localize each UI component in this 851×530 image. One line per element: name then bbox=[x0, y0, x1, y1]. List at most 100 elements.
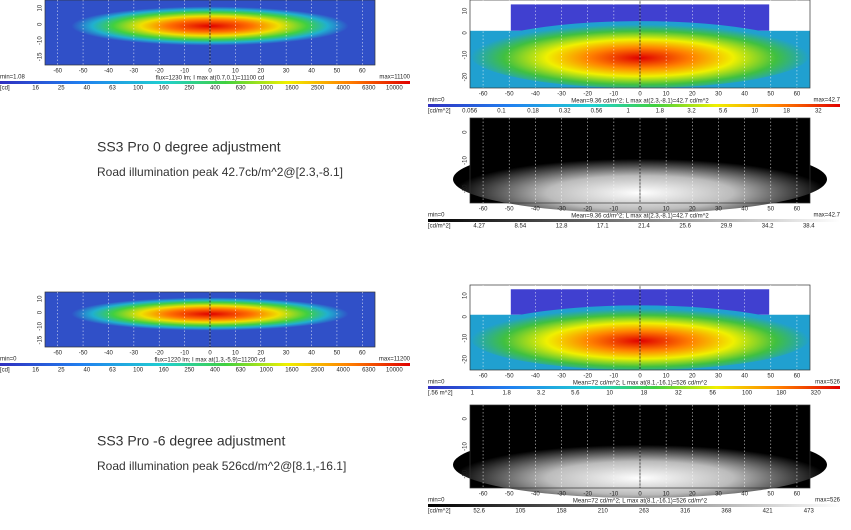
x-tick-label: 10 bbox=[232, 351, 239, 357]
x-tick-label: -60 bbox=[53, 69, 62, 75]
color-bar bbox=[0, 363, 410, 366]
scale-label: 100 bbox=[742, 391, 753, 397]
y-tick-label: 10 bbox=[463, 292, 469, 299]
x-tick-label: -50 bbox=[79, 351, 88, 357]
y-tick-label: 10 bbox=[463, 7, 469, 14]
x-tick-label: 60 bbox=[794, 92, 801, 98]
scale-label: 25.6 bbox=[679, 224, 691, 230]
info-label: flux=1230 lm; I max at(0.7,0.1)=11100 cd bbox=[156, 76, 265, 82]
x-tick-label: -50 bbox=[79, 69, 88, 75]
x-tick-label: -20 bbox=[155, 351, 164, 357]
x-tick-label: 50 bbox=[767, 207, 774, 213]
x-tick-label: -10 bbox=[180, 69, 189, 75]
y-tick-label: -10 bbox=[463, 333, 469, 342]
x-tick-label: -30 bbox=[130, 69, 139, 75]
x-tick-label: -20 bbox=[583, 374, 592, 380]
y-tick-label: -20 bbox=[463, 354, 469, 363]
x-tick-label: 10 bbox=[663, 92, 670, 98]
scale-label: 160 bbox=[159, 368, 170, 374]
y-tick-label: 0 bbox=[463, 130, 469, 134]
x-tick-label: 20 bbox=[257, 69, 264, 75]
scale-label: 4.27 bbox=[473, 224, 485, 230]
color-bar bbox=[0, 81, 410, 84]
scale-label: 105 bbox=[515, 509, 526, 515]
x-tick-label: 40 bbox=[308, 351, 315, 357]
scale-label: 0.18 bbox=[527, 109, 539, 115]
x-tick-label: -30 bbox=[557, 207, 566, 213]
scale-label: 320 bbox=[811, 391, 822, 397]
x-tick-label: -50 bbox=[505, 374, 514, 380]
x-tick-label: 40 bbox=[741, 207, 748, 213]
scale-label: 180 bbox=[776, 391, 787, 397]
scale-label: 316 bbox=[680, 509, 691, 515]
scale-label: 0.056 bbox=[462, 109, 478, 115]
scale-label: 34.2 bbox=[762, 224, 774, 230]
scale-label: 250 bbox=[184, 86, 195, 92]
max-label: max=526 bbox=[815, 498, 841, 504]
caption-subtitle: Road illumination peak 42.7cb/m^2@[2.3,-… bbox=[97, 165, 343, 179]
x-tick-label: 20 bbox=[689, 374, 696, 380]
max-label: max=42.7 bbox=[813, 213, 840, 219]
x-tick-label: 20 bbox=[689, 92, 696, 98]
scale-label: 1 bbox=[626, 109, 630, 115]
min-label: min=0 bbox=[428, 213, 445, 219]
x-tick-label: 50 bbox=[767, 374, 774, 380]
scale-label: 473 bbox=[804, 509, 815, 515]
min-label: min=0 bbox=[0, 357, 17, 363]
scale-label: 400 bbox=[210, 86, 221, 92]
x-tick-label: -20 bbox=[583, 92, 592, 98]
scale-label: 4000 bbox=[336, 86, 350, 92]
scale-label: 4000 bbox=[336, 368, 350, 374]
scale-label: 160 bbox=[159, 86, 170, 92]
y-tick-label: -20 bbox=[463, 184, 469, 193]
x-tick-label: -60 bbox=[479, 207, 488, 213]
min-label: min=0 bbox=[428, 98, 445, 104]
x-tick-label: 40 bbox=[741, 92, 748, 98]
min-label: min=0 bbox=[428, 380, 445, 386]
scale-label: 38.4 bbox=[803, 224, 815, 230]
x-tick-label: 0 bbox=[638, 92, 642, 98]
x-tick-label: 60 bbox=[359, 351, 366, 357]
x-tick-label: 10 bbox=[663, 492, 670, 498]
x-tick-label: 40 bbox=[308, 69, 315, 75]
scale-label: 210 bbox=[598, 509, 609, 515]
scale-label: 3.2 bbox=[537, 391, 546, 397]
x-tick-label: 40 bbox=[741, 374, 748, 380]
color-bar bbox=[428, 504, 840, 507]
scale-label: 10000 bbox=[386, 368, 403, 374]
scale-label: 56 bbox=[709, 391, 716, 397]
x-tick-label: -10 bbox=[610, 374, 619, 380]
scale-label: 0.1 bbox=[497, 109, 506, 115]
x-tick-label: -40 bbox=[104, 351, 113, 357]
x-tick-label: -60 bbox=[479, 92, 488, 98]
info-label: flux=1220 lm; I max at(1.3,-5.9)=11200 c… bbox=[155, 358, 266, 364]
x-tick-label: -20 bbox=[155, 69, 164, 75]
scale-label: 40 bbox=[84, 368, 91, 374]
color-bar bbox=[428, 386, 840, 389]
info-label: Mean=72 cd/m^2; L max at(8.1,-16.1)=526 … bbox=[573, 499, 708, 505]
scale-label: 1.8 bbox=[502, 391, 511, 397]
x-tick-label: -30 bbox=[557, 92, 566, 98]
x-tick-label: -40 bbox=[104, 69, 113, 75]
scale-label: 1600 bbox=[285, 368, 299, 374]
scale-label: 25 bbox=[58, 368, 65, 374]
x-tick-label: 0 bbox=[638, 374, 642, 380]
max-label: max=42.7 bbox=[813, 98, 840, 104]
scale-label: 10000 bbox=[386, 86, 403, 92]
x-tick-label: -40 bbox=[531, 92, 540, 98]
x-tick-label: -20 bbox=[583, 207, 592, 213]
scale-label: 10 bbox=[606, 391, 613, 397]
y-tick-label: -15 bbox=[38, 52, 44, 61]
scale-label: 10 bbox=[752, 109, 759, 115]
scale-label: 263 bbox=[639, 509, 650, 515]
scale-label: 3.2 bbox=[687, 109, 696, 115]
scale-unit: [.56 m^2] bbox=[428, 391, 453, 397]
scale-unit: [cd/m^2] bbox=[428, 509, 451, 515]
x-tick-label: 30 bbox=[715, 92, 722, 98]
scale-unit: [cd/m^2] bbox=[428, 109, 451, 115]
x-tick-label: -60 bbox=[479, 492, 488, 498]
x-tick-label: 40 bbox=[741, 492, 748, 498]
scale-label: 2500 bbox=[311, 368, 325, 374]
y-tick-label: 10 bbox=[38, 4, 44, 11]
